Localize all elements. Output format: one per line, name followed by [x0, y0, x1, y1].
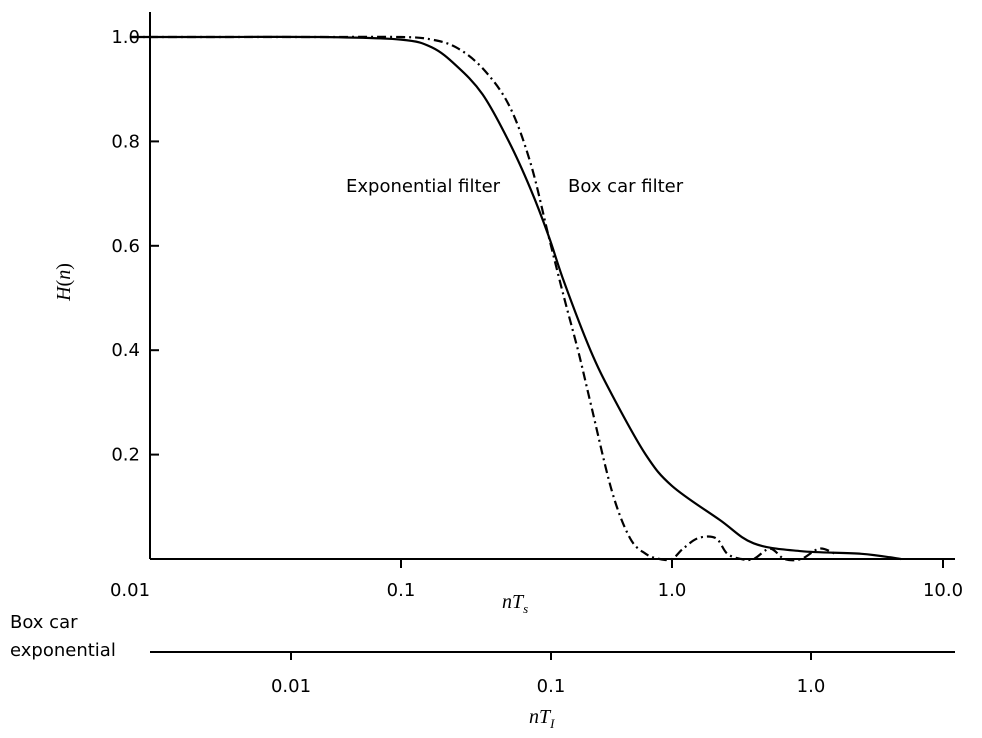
x-tick-label: 1.0 — [658, 580, 687, 601]
secondary-x-axis-label-sub: I — [549, 716, 555, 731]
x-axis-label: nTs — [502, 591, 528, 616]
y-tick-label: 0.8 — [111, 131, 140, 152]
secondary-x-axis-label: nTI — [529, 706, 555, 731]
secondary-axis-label-1: Box car — [10, 612, 78, 633]
y-tick-label: 0.2 — [111, 445, 140, 466]
series-line-exponential-filter — [130, 35, 902, 561]
secondary-x-tick-label: 0.01 — [271, 676, 311, 697]
y-axis-label-arg: n — [53, 270, 75, 280]
y-axis-label: H(n) — [53, 263, 75, 302]
y-axis-label-main: H — [53, 285, 75, 302]
x-tick-label: 0.01 — [110, 580, 150, 601]
x-tick-label: 0.1 — [387, 580, 416, 601]
y-ticks: 1.0 0.8 0.6 0.4 0.2 — [111, 27, 159, 466]
secondary-axis-label-2: exponential — [10, 640, 116, 661]
annotation-box-car-filter: Box car filter — [568, 176, 684, 197]
series-line-box-car-filter — [130, 35, 836, 562]
secondary-x-tick-label: 0.1 — [537, 676, 566, 697]
x-axis-label-sub: s — [523, 601, 528, 616]
annotation-exponential-filter: Exponential filter — [346, 176, 501, 197]
svg-text:H(n): H(n) — [53, 263, 75, 302]
y-tick-label: 1.0 — [111, 27, 140, 48]
series-layer — [130, 35, 902, 562]
x-tick-label: 10.0 — [923, 580, 963, 601]
y-tick-label: 0.4 — [111, 340, 140, 361]
x-ticks: 0.01 0.1 1.0 10.0 — [110, 559, 963, 601]
secondary-x-ticks: 0.01 0.1 1.0 — [271, 652, 825, 697]
y-tick-label: 0.6 — [111, 236, 140, 257]
secondary-x-tick-label: 1.0 — [797, 676, 826, 697]
